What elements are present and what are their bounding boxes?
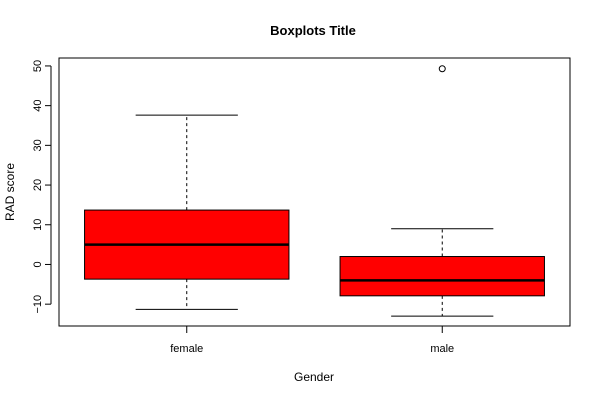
chart-title: Boxplots Title bbox=[270, 23, 356, 38]
x-tick-label: female bbox=[170, 343, 203, 355]
plot-area: −10 0 10 20 30 40 50 female male bbox=[32, 57, 571, 355]
y-tick-label: 40 bbox=[32, 100, 44, 112]
y-tick-label: 0 bbox=[32, 261, 44, 267]
y-tick-label: 10 bbox=[32, 219, 44, 231]
x-tick-label: male bbox=[430, 343, 454, 355]
box-male bbox=[339, 256, 545, 297]
y-axis-label: RAD score bbox=[3, 163, 17, 221]
x-axis-label: Gender bbox=[294, 370, 334, 384]
y-tick-label: 20 bbox=[32, 179, 44, 191]
y-tick-label: −10 bbox=[32, 295, 44, 314]
y-tick-label: 50 bbox=[32, 60, 44, 72]
outlier-point bbox=[438, 65, 446, 73]
y-tick-label: 30 bbox=[32, 139, 44, 151]
